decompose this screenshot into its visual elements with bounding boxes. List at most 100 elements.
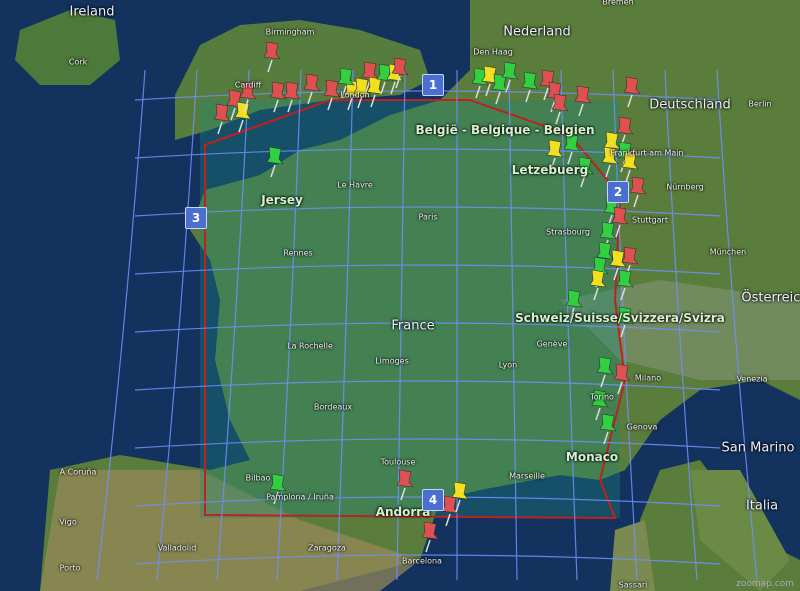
grid-parallel bbox=[134, 322, 721, 333]
country-label: Ireland bbox=[69, 4, 115, 20]
grid-marker[interactable]: 1 bbox=[422, 74, 444, 96]
city-label: Porto bbox=[59, 563, 81, 573]
city-label: Milano bbox=[634, 373, 662, 383]
pushpin-yellow[interactable] bbox=[546, 139, 564, 171]
grid-meridian bbox=[336, 69, 354, 581]
pushpin-green[interactable] bbox=[266, 146, 284, 178]
pushpin-green[interactable] bbox=[521, 71, 539, 103]
city-label: A Coruña bbox=[59, 467, 97, 477]
country-label: San Marino bbox=[721, 440, 795, 456]
pushpin-yellow[interactable] bbox=[481, 65, 499, 97]
city-label: Berlin bbox=[748, 99, 772, 109]
city-label: Torino bbox=[590, 392, 614, 402]
country-label: Jersey bbox=[261, 193, 303, 207]
pushpin-red[interactable] bbox=[623, 76, 641, 108]
city-label: Paris bbox=[418, 212, 438, 222]
grid-parallel bbox=[134, 438, 721, 449]
pushpin-green[interactable] bbox=[616, 306, 634, 338]
city-label: Den Haag bbox=[473, 47, 513, 57]
pushpin-green[interactable] bbox=[576, 156, 594, 188]
pushpin-green[interactable] bbox=[599, 413, 617, 445]
city-label: Bremen bbox=[602, 0, 634, 7]
grid-parallel bbox=[134, 264, 721, 275]
pushpin-red[interactable] bbox=[574, 85, 592, 117]
pushpin-yellow[interactable] bbox=[609, 249, 627, 281]
pushpin-red[interactable] bbox=[283, 81, 301, 113]
pushpin-red[interactable] bbox=[213, 103, 231, 135]
pins-layer bbox=[213, 41, 647, 553]
city-label: München bbox=[709, 247, 747, 257]
city-label: Frankfurt am Main bbox=[610, 148, 684, 158]
city-label: Limoges bbox=[375, 356, 409, 366]
grid-parallel bbox=[134, 554, 721, 565]
country-label: Monaco bbox=[565, 450, 619, 464]
grid-marker[interactable]: 3 bbox=[185, 207, 207, 229]
country-label: Andorra bbox=[375, 505, 431, 519]
city-label: Cardiff bbox=[234, 80, 262, 90]
city-label: Lyon bbox=[498, 360, 518, 370]
grid-meridian bbox=[276, 69, 302, 581]
city-label: Valladolid bbox=[157, 543, 197, 553]
city-label: Marseille bbox=[509, 471, 545, 481]
city-label: London bbox=[340, 90, 370, 100]
pushpin-red[interactable] bbox=[303, 73, 321, 105]
pushpin-red[interactable] bbox=[263, 41, 281, 73]
pushpin-green[interactable] bbox=[596, 356, 614, 388]
city-label: Bilbao bbox=[245, 473, 271, 483]
pushpin-red[interactable] bbox=[629, 176, 647, 208]
pushpin-yellow[interactable] bbox=[621, 151, 639, 183]
pushpin-yellow[interactable] bbox=[366, 76, 384, 108]
grid-marker[interactable]: 2 bbox=[607, 181, 629, 203]
pushpin-red[interactable] bbox=[421, 521, 439, 553]
pushpin-red[interactable] bbox=[323, 79, 341, 111]
grid-meridian bbox=[664, 69, 698, 581]
pushpin-yellow[interactable] bbox=[451, 481, 469, 513]
pushpin-green[interactable] bbox=[501, 61, 519, 93]
pushpin-red[interactable] bbox=[611, 206, 629, 238]
grid-parallel bbox=[134, 206, 721, 217]
pushpin-yellow[interactable] bbox=[589, 269, 607, 301]
country-label: Österreich bbox=[741, 290, 800, 306]
city-label: Toulouse bbox=[380, 457, 416, 467]
city-label: Cork bbox=[68, 57, 88, 67]
pushpin-red[interactable] bbox=[396, 469, 414, 501]
city-label: La Rochelle bbox=[287, 341, 333, 351]
pushpin-green[interactable] bbox=[565, 289, 583, 321]
pushpin-red[interactable] bbox=[391, 57, 409, 89]
grid-meridian bbox=[508, 69, 518, 581]
pushpin-red[interactable] bbox=[551, 93, 569, 125]
grid-meridian bbox=[716, 69, 758, 581]
city-label: Rennes bbox=[283, 248, 313, 258]
country-label: France bbox=[391, 318, 435, 334]
city-label: Strasbourg bbox=[546, 227, 590, 237]
city-label: Sassari bbox=[618, 580, 648, 590]
pushpin-yellow[interactable] bbox=[234, 101, 252, 133]
pushpin-green[interactable] bbox=[563, 133, 581, 165]
grid-parallel bbox=[134, 380, 721, 391]
pushpin-green[interactable] bbox=[337, 67, 355, 99]
grid-marker[interactable]: 4 bbox=[422, 489, 444, 511]
grid-meridian bbox=[96, 69, 146, 581]
country-label: Deutschland bbox=[649, 97, 731, 113]
pushpin-yellow[interactable] bbox=[601, 146, 619, 178]
pushpin-green[interactable] bbox=[591, 389, 609, 421]
pushpin-red[interactable] bbox=[441, 495, 459, 527]
region-overlay bbox=[200, 100, 620, 518]
city-label: Stuttgart bbox=[632, 215, 668, 225]
region-boundary bbox=[204, 99, 627, 520]
pushpin-red[interactable] bbox=[269, 81, 287, 113]
pushpin-red[interactable] bbox=[613, 363, 631, 395]
pushpin-red[interactable] bbox=[239, 81, 257, 113]
pushpin-green[interactable] bbox=[616, 269, 634, 301]
watermark: zoomap.com bbox=[736, 579, 794, 589]
city-label: Venezia bbox=[736, 374, 768, 384]
city-label: Pamplona / Iruña bbox=[266, 492, 334, 502]
country-label: Nederland bbox=[503, 24, 571, 40]
country-label: Italia bbox=[745, 498, 779, 514]
city-label: Birmingham bbox=[265, 27, 315, 37]
pushpin-green[interactable] bbox=[269, 473, 287, 505]
grid-meridian bbox=[156, 69, 198, 581]
city-label: Vigo bbox=[59, 517, 77, 527]
city-label: Genova bbox=[626, 422, 658, 432]
